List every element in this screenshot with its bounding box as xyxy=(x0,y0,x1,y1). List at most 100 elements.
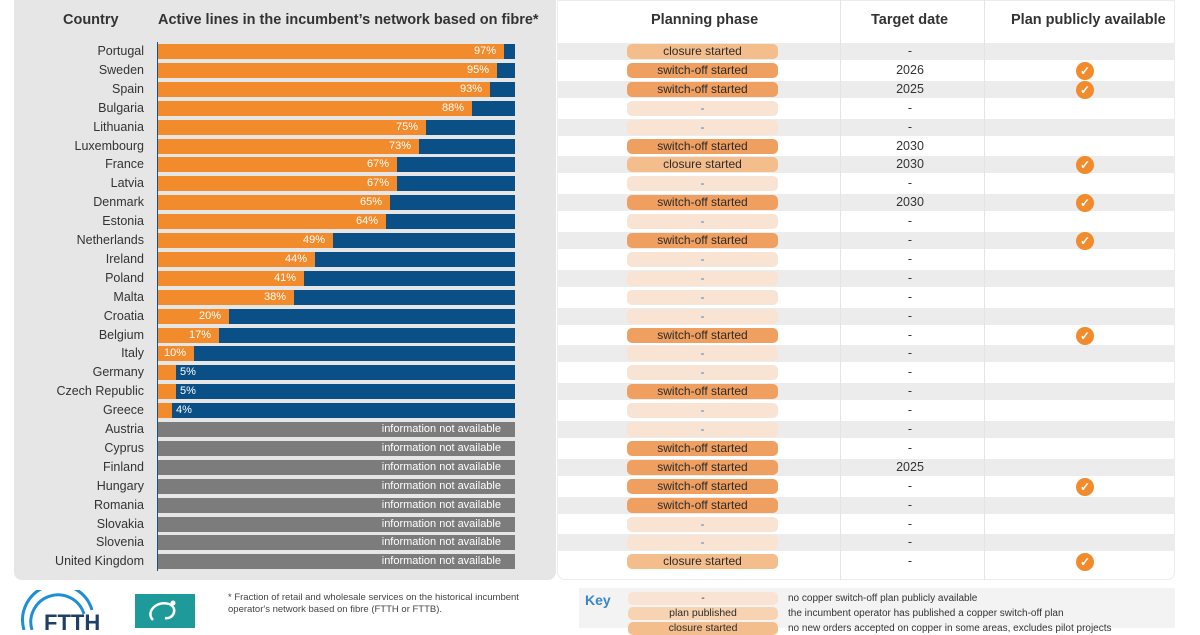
target-date: - xyxy=(907,516,913,531)
bar-not-available: information not available xyxy=(158,516,515,532)
country-label: Cyprus xyxy=(104,440,144,455)
checkmark-icon: ✓ xyxy=(1076,156,1094,175)
bar-not-available: information not available xyxy=(158,478,515,494)
bar-not-available: information not available xyxy=(158,459,515,475)
target-date: - xyxy=(907,478,913,493)
bar-not-available: information not available xyxy=(158,422,515,437)
planning-phase-badge: switch-off started xyxy=(627,440,778,456)
bar-value-label: information not available xyxy=(381,460,501,473)
bar-value-label: 75% xyxy=(396,120,419,133)
country-label: Croatia xyxy=(103,308,144,323)
planning-phase-badge: switch-off started xyxy=(627,478,778,494)
bar xyxy=(158,62,497,78)
bar-track: 38% xyxy=(158,289,515,305)
bar-track: 17% xyxy=(158,327,515,343)
bar-track: 5% xyxy=(158,384,515,400)
key-title: Key xyxy=(585,592,611,608)
bar-value-label: 95% xyxy=(467,63,490,76)
bar xyxy=(158,403,172,419)
country-label: Ireland xyxy=(105,251,144,266)
bar xyxy=(158,81,490,97)
bar-track: 97% xyxy=(158,44,515,59)
bar-track: 5% xyxy=(158,365,515,381)
country-label: Portugal xyxy=(97,44,144,58)
header-country: Country xyxy=(63,12,119,28)
country-label: Slovakia xyxy=(96,516,144,531)
target-date: - xyxy=(907,214,913,229)
country-label: Spain xyxy=(112,81,144,96)
bar-value-label: information not available xyxy=(381,479,501,492)
header-plan-available: Plan publicly available xyxy=(1011,12,1166,28)
bar-value-label: 88% xyxy=(442,101,465,114)
checkmark-icon: ✓ xyxy=(1076,232,1094,250)
country-label: Netherlands xyxy=(76,233,144,247)
planning-phase-badge: - xyxy=(627,251,778,267)
header-fibre: Active lines in the incumbent’s network … xyxy=(158,12,539,28)
country-label: Romania xyxy=(93,497,144,512)
country-label: Italy xyxy=(121,346,144,361)
target-date: - xyxy=(907,554,913,569)
target-date: - xyxy=(907,44,913,58)
bar-track: 93% xyxy=(158,81,515,97)
bar xyxy=(158,176,397,192)
key-swatch: - xyxy=(628,592,778,605)
planning-phase-badge: - xyxy=(627,516,778,532)
bar xyxy=(158,270,304,286)
bar-value-label: 67% xyxy=(367,158,390,171)
country-label: Czech Republic xyxy=(56,384,144,399)
target-date: - xyxy=(907,233,913,247)
planning-phase-badge: switch-off started xyxy=(627,384,778,400)
bar xyxy=(158,214,386,230)
target-date: - xyxy=(907,100,913,115)
bar-value-label: 5% xyxy=(180,366,196,379)
target-date: - xyxy=(907,440,913,455)
key-swatch: closure started xyxy=(628,622,778,635)
planning-phase-badge: switch-off started xyxy=(627,62,778,78)
target-date: - xyxy=(907,346,913,361)
bar-value-label: 4% xyxy=(176,404,192,417)
bar-value-label: 49% xyxy=(303,234,326,246)
bar-value-label: 65% xyxy=(360,196,383,209)
target-date: 2030 xyxy=(896,138,924,153)
planning-phase-badge: - xyxy=(627,422,778,437)
planning-phase-badge: - xyxy=(627,176,778,192)
bar-track: 88% xyxy=(158,100,515,116)
country-label: Poland xyxy=(105,270,144,285)
target-date: 2025 xyxy=(896,459,924,474)
country-label: Luxembourg xyxy=(74,138,145,153)
planning-phase-badge: switch-off started xyxy=(627,327,778,343)
bar-value-label: information not available xyxy=(381,423,501,435)
country-label: France xyxy=(105,157,144,172)
bar-value-label: information not available xyxy=(381,517,501,530)
bar-value-label: 38% xyxy=(264,290,287,303)
bar xyxy=(158,308,229,324)
country-label: Estonia xyxy=(102,214,144,229)
bar-value-label: 20% xyxy=(199,309,222,322)
checkmark-icon: ✓ xyxy=(1076,326,1094,345)
target-date: 2030 xyxy=(896,195,924,210)
bar-track: 65% xyxy=(158,195,515,211)
planning-phase-badge: switch-off started xyxy=(627,81,778,97)
country-label: Latvia xyxy=(110,176,144,191)
target-date: - xyxy=(907,176,913,191)
bar xyxy=(158,119,426,135)
bar-value-label: 97% xyxy=(474,45,497,57)
planning-phase-badge: switch-off started xyxy=(627,233,778,248)
country-label: Lithuania xyxy=(93,119,144,134)
planning-phase-badge: - xyxy=(627,365,778,381)
planning-phase-badge: - xyxy=(627,403,778,419)
key-description: no new orders accepted on copper in some… xyxy=(788,623,1112,634)
bar xyxy=(158,365,176,381)
country-label: Sweden xyxy=(98,62,144,77)
checkmark-icon: ✓ xyxy=(1076,194,1094,213)
bar-value-label: 44% xyxy=(285,252,308,265)
column-separator xyxy=(984,0,985,580)
bar-value-label: 17% xyxy=(189,328,212,341)
bar-track: 75% xyxy=(158,119,515,135)
country-label: Bulgaria xyxy=(98,100,144,115)
target-date: - xyxy=(907,119,913,134)
bar-track: 67% xyxy=(158,157,515,173)
bar-not-available: information not available xyxy=(158,554,515,570)
bar-value-label: information not available xyxy=(381,555,501,568)
target-date: - xyxy=(907,497,913,512)
